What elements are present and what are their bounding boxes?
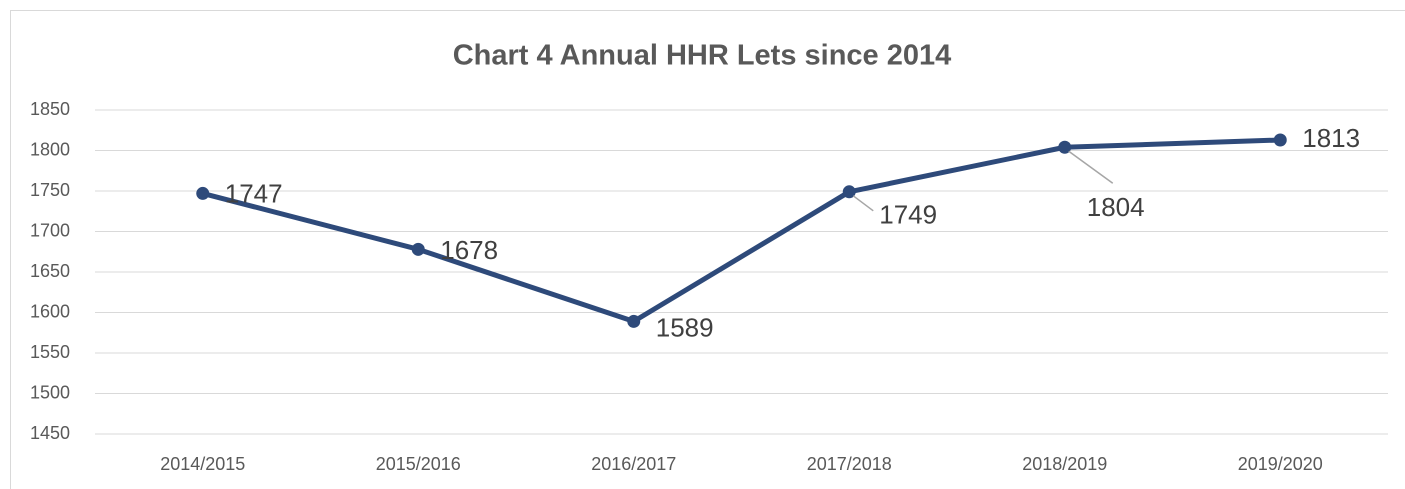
y-tick-label: 1450	[30, 423, 70, 443]
x-tick-label: 2017/2018	[807, 454, 892, 474]
data-label: 1804	[1087, 192, 1145, 222]
x-tick-label: 2015/2016	[376, 454, 461, 474]
leader-line	[852, 195, 874, 212]
chart-frame	[10, 10, 1405, 489]
data-label: 1589	[656, 312, 714, 342]
data-label: 1678	[440, 235, 498, 265]
y-tick-label: 1850	[30, 99, 70, 119]
leader-line	[1068, 150, 1114, 184]
y-tick-label: 1650	[30, 261, 70, 281]
y-tick-label: 1700	[30, 220, 70, 240]
data-label: 1747	[225, 178, 283, 208]
x-tick-label: 2019/2020	[1238, 454, 1323, 474]
y-tick-label: 1500	[30, 382, 70, 402]
line-series	[202, 137, 1281, 324]
x-tick-label: 2016/2017	[591, 454, 676, 474]
chart-title: Chart 4 Annual HHR Lets since 2014	[453, 40, 952, 72]
y-tick-label: 1600	[30, 301, 70, 321]
data-label: 1749	[879, 200, 937, 230]
y-tick-label: 1750	[30, 180, 70, 200]
data-point	[196, 186, 210, 200]
data-label: 1813	[1302, 123, 1360, 153]
y-tick-label: 1550	[30, 342, 70, 362]
data-point	[627, 314, 641, 328]
data-point	[842, 185, 856, 199]
data-point	[1058, 140, 1072, 154]
y-tick-label: 1800	[30, 139, 70, 159]
x-tick-label: 2014/2015	[160, 454, 245, 474]
x-tick-label: 2018/2019	[1022, 454, 1107, 474]
data-point	[411, 242, 425, 256]
data-point	[1273, 133, 1287, 147]
